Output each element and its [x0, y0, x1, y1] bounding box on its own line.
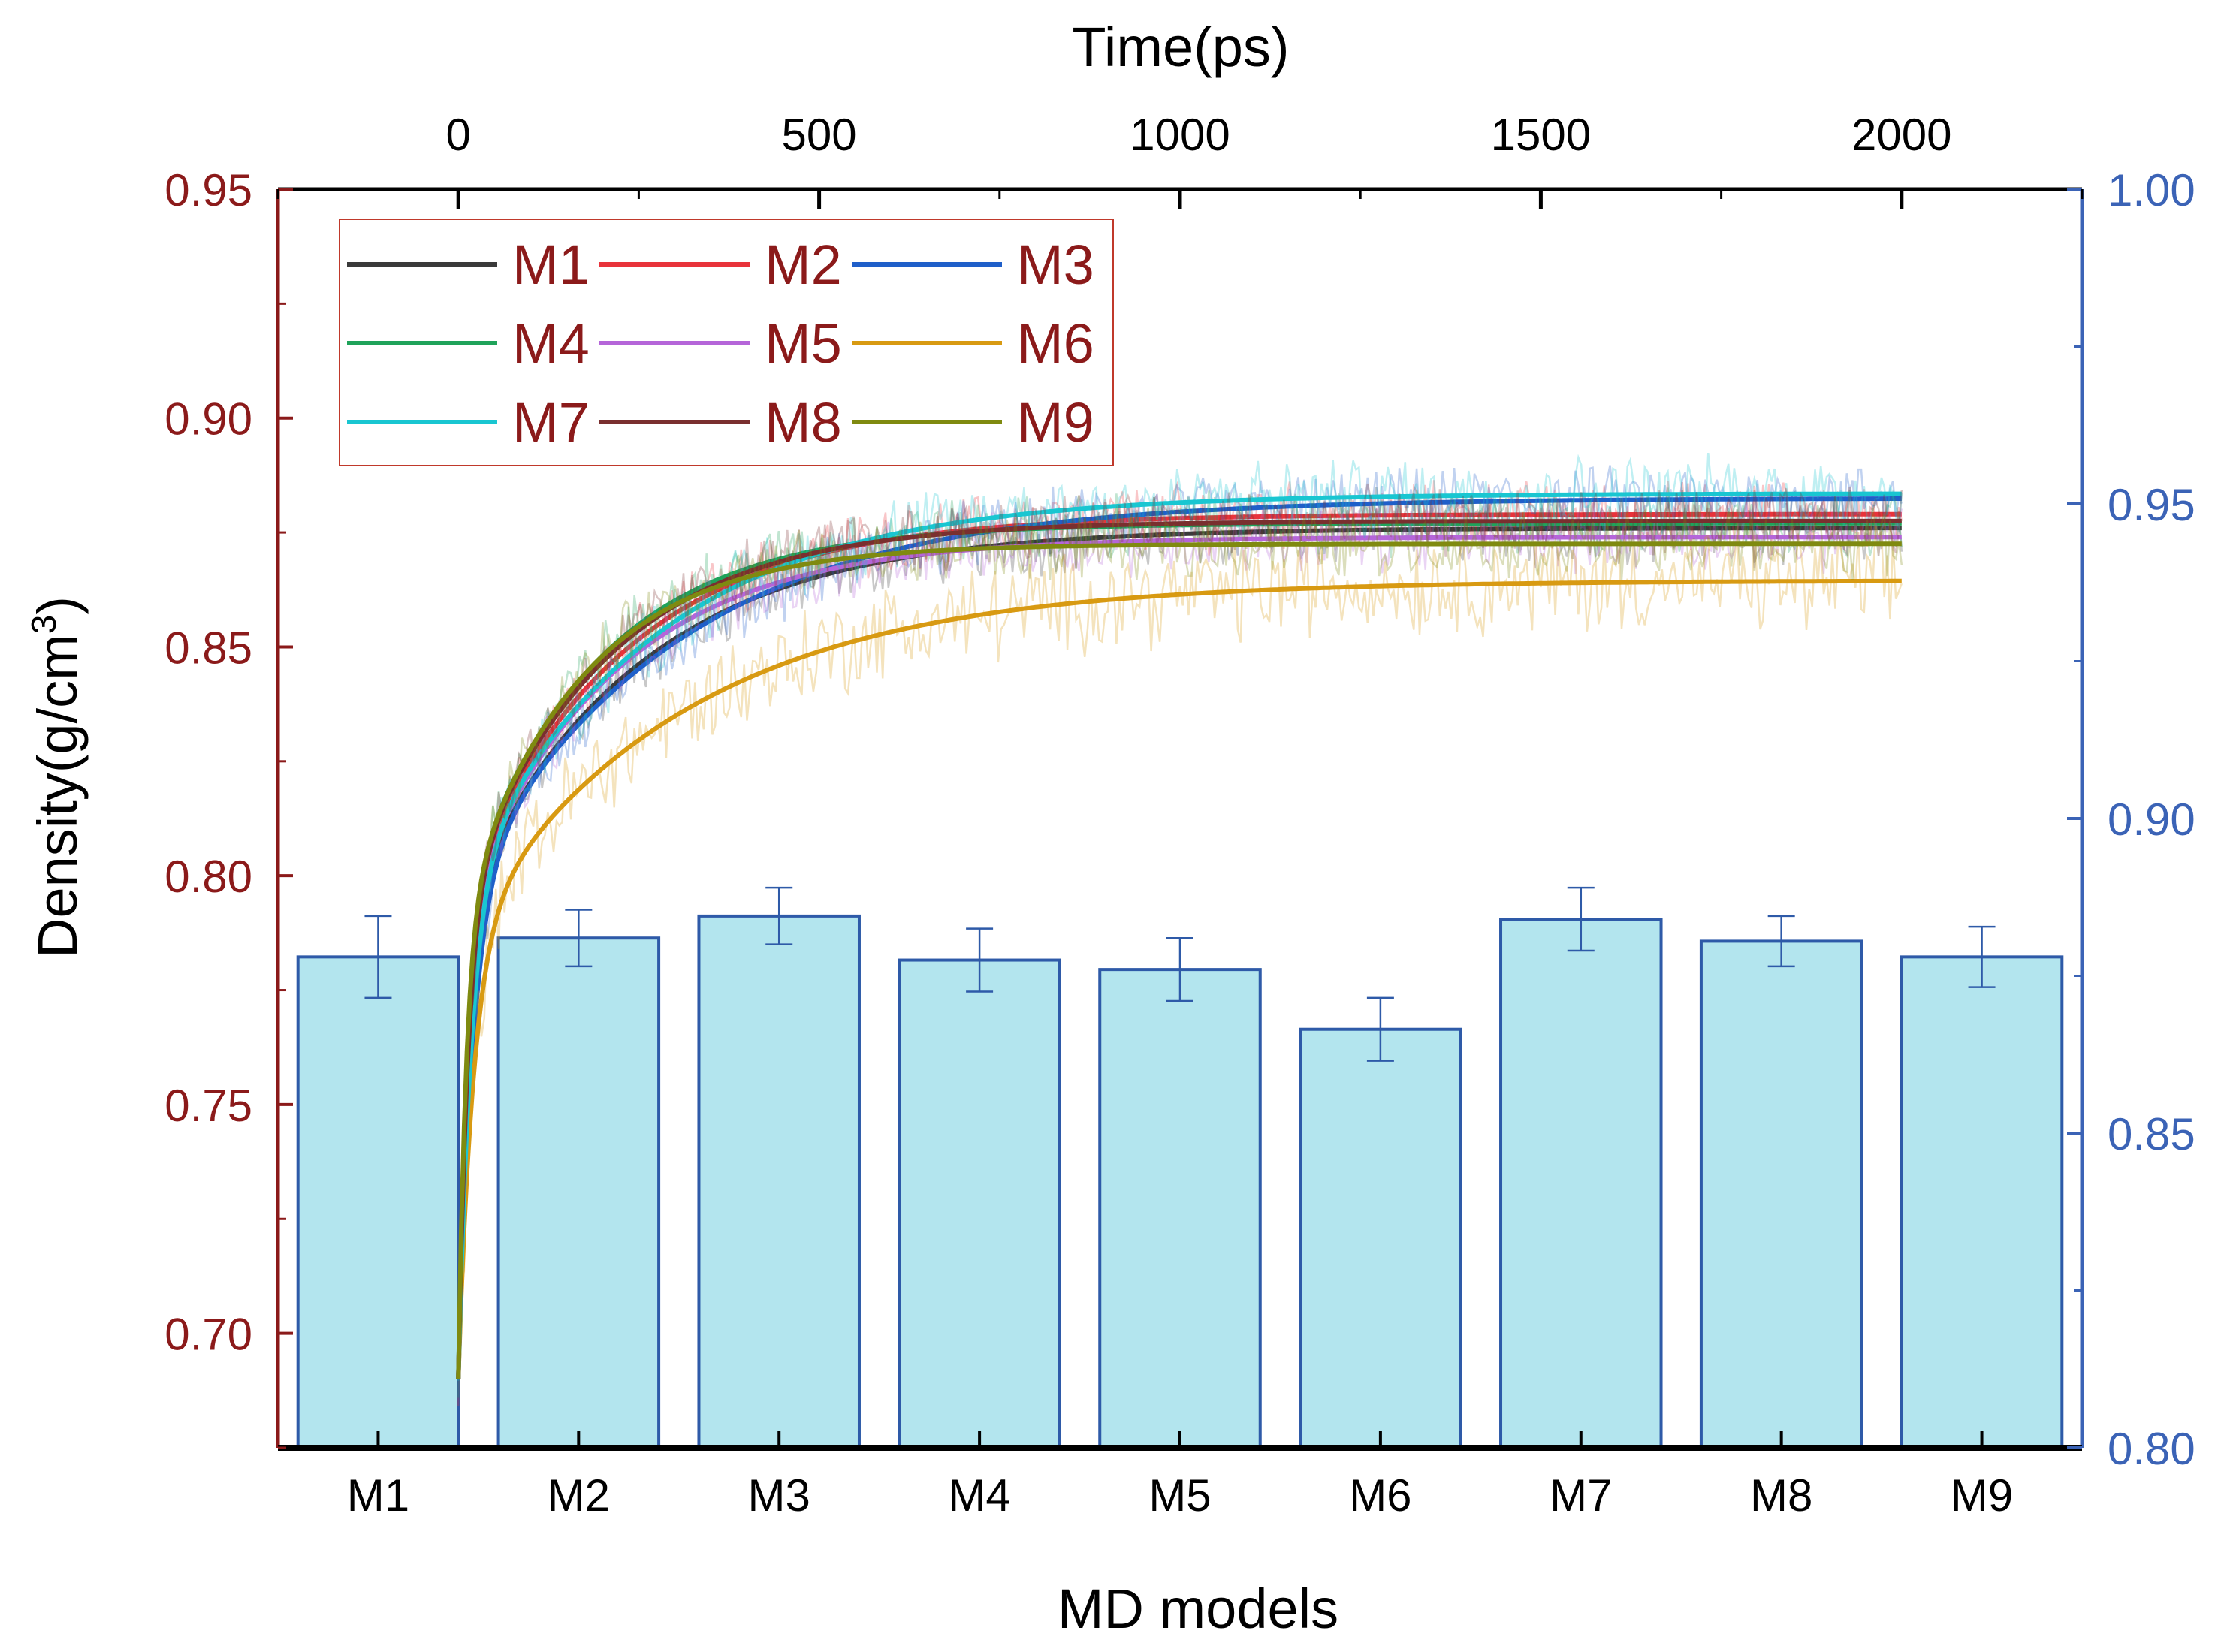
x-tick-label-M8: M8: [1750, 1470, 1812, 1521]
legend-label-M2: M2: [765, 234, 842, 296]
y-axis-label-main: Density(g/cm: [26, 634, 89, 958]
bar-M8: [1699, 939, 1863, 1450]
series-line-M2: [456, 511, 1902, 1379]
top-tick-label-0: 0: [446, 110, 471, 160]
legend-label-M6: M6: [1017, 312, 1094, 375]
series-raw-M6: [457, 526, 1903, 1349]
series-line-M6: [456, 578, 1902, 1379]
series-line-M1: [456, 526, 1902, 1379]
right-tick-label-0.85: 0.85: [2108, 1109, 2195, 1159]
legend-label-M4: M4: [512, 312, 590, 375]
left-tick-label-0.95: 0.95: [164, 165, 252, 216]
top-tick-label-2000: 2000: [1851, 110, 1951, 160]
right-tick-label-0.80: 0.80: [2108, 1424, 2195, 1474]
bar-M2: [496, 936, 661, 1449]
y-axis-label: Density(g/cm3): [24, 596, 89, 958]
bar-M7: [1499, 918, 1663, 1449]
left-tick-label-0.85: 0.85: [164, 623, 252, 673]
x-tick-label-M2: M2: [548, 1470, 610, 1521]
top-axis-label: Time(ps): [1072, 16, 1289, 78]
y-axis-label-close: ): [26, 596, 89, 615]
time-series-layer: [456, 452, 1903, 1406]
series-line-M9: [456, 541, 1902, 1379]
left-tick-label-0.80: 0.80: [164, 852, 252, 902]
right-tick-label-1.00: 1.00: [2108, 165, 2195, 216]
legend-label-M1: M1: [512, 234, 590, 296]
x-tick-label-M3: M3: [748, 1470, 810, 1521]
x-tick-label-M5: M5: [1148, 1470, 1211, 1521]
legend-label-M7: M7: [512, 391, 590, 454]
x-tick-label-M6: M6: [1349, 1470, 1411, 1521]
series-line-M7: [456, 491, 1902, 1379]
bar-M5: [1098, 968, 1262, 1449]
left-tick-label-0.70: 0.70: [164, 1310, 252, 1360]
legend-label-M3: M3: [1017, 234, 1094, 296]
bar-M9: [1900, 955, 2064, 1449]
axes-layer: M1 M2 M3 M4 M5 M6 M7 M8 M9 0.70 0.75 0.80 0.85 0.90 0.…: [164, 110, 2195, 1521]
x-tick-label-M7: M7: [1550, 1470, 1612, 1521]
left-tick-label-0.75: 0.75: [164, 1081, 252, 1131]
top-tick-label-1500: 1500: [1491, 110, 1591, 160]
top-tick-label-500: 500: [782, 110, 857, 160]
x-tick-label-M1: M1: [347, 1470, 409, 1521]
bar-M3: [697, 914, 861, 1449]
top-tick-label-1000: 1000: [1130, 110, 1230, 160]
right-tick-label-0.90: 0.90: [2108, 794, 2195, 845]
legend-label-M5: M5: [765, 312, 842, 375]
series-line-M3: [456, 496, 1902, 1379]
x-tick-label-M4: M4: [948, 1470, 1010, 1521]
x-tick-label-M9: M9: [1951, 1470, 2013, 1521]
legend-label-M9: M9: [1017, 391, 1094, 454]
left-tick-label-0.90: 0.90: [164, 394, 252, 445]
right-tick-label-0.95: 0.95: [2108, 480, 2195, 530]
bars-layer: [296, 886, 2064, 1450]
legend-label-M8: M8: [765, 391, 842, 454]
series-raw-M8: [457, 483, 1903, 1364]
y-axis-label-superscript: 3: [24, 615, 63, 635]
bar-M4: [898, 958, 1061, 1450]
series-line-M5: [456, 535, 1902, 1379]
series-raw-M9: [457, 505, 1903, 1374]
bar-M1: [296, 955, 460, 1449]
legend: M1 M2 M3 M4 M5 M6 M7 M8 M9: [339, 219, 1114, 466]
x-axis-label: MD models: [1058, 1578, 1338, 1640]
bar-M6: [1299, 1027, 1462, 1449]
